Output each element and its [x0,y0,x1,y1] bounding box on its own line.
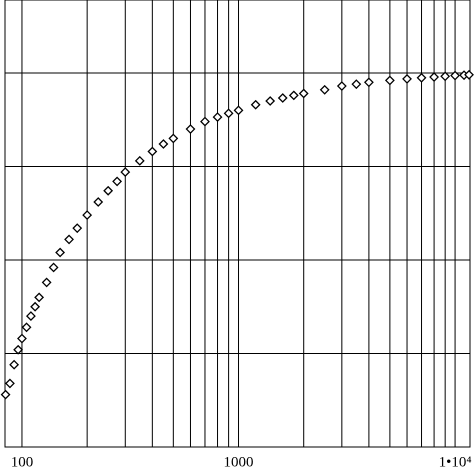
marker [147,146,158,157]
marker [82,210,93,221]
marker [72,223,83,234]
marker [112,176,123,187]
marker [168,133,179,144]
x-tick-label: 100 [11,454,34,470]
marker [250,99,261,110]
marker [64,234,74,245]
marker [416,72,427,83]
marker [134,155,145,166]
marker [34,292,45,303]
marker [48,262,59,273]
marker [450,70,460,81]
marker [363,77,374,88]
marker [429,72,440,82]
marker [277,93,288,103]
marker [103,185,114,196]
marker [93,197,104,207]
marker [13,344,24,355]
marker [440,71,451,82]
marker [9,359,20,370]
marker [200,116,210,127]
marker [336,81,347,91]
marker [0,389,11,400]
marker [120,167,131,177]
marker [288,90,299,101]
marker [17,333,27,344]
marker [384,75,395,86]
marker [351,79,362,90]
marker [21,322,32,333]
marker [55,247,66,258]
marker [212,112,223,122]
marker [185,124,196,134]
marker [402,74,412,84]
marker [30,301,41,312]
marker [265,96,276,106]
marker [223,108,234,119]
marker [464,69,474,80]
marker [158,139,169,149]
marker [5,378,15,389]
x-tick-label: 1•10⁴ [439,454,472,470]
marker [41,277,52,288]
marker [233,105,244,116]
marker [319,84,330,95]
marker [26,311,36,321]
x-tick-label: 1000 [224,454,254,470]
plot-frame [4,0,471,448]
marker [298,88,309,99]
